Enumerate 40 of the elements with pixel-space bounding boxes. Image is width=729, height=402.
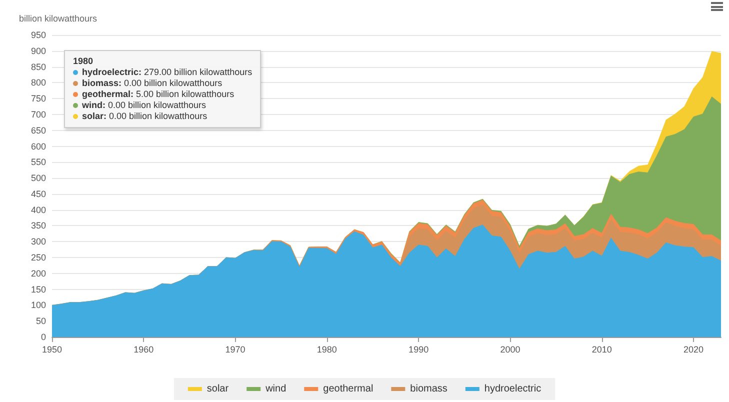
y-tick-label: 400 bbox=[30, 204, 46, 215]
x-tick-label: 1970 bbox=[225, 344, 246, 354]
annotation: wind: 0.00 billion kilowatthours bbox=[81, 100, 208, 111]
x-tick-label: 2010 bbox=[592, 344, 612, 354]
x-tick-label: 1990 bbox=[408, 344, 429, 354]
y-tick-label: 350 bbox=[30, 220, 46, 231]
y-tick-label: 100 bbox=[30, 300, 46, 310]
annotation: solar: 0.00 billion kilowatthours bbox=[81, 111, 208, 122]
annotation: 1980 bbox=[73, 56, 94, 66]
y-tick-label: 150 bbox=[30, 284, 46, 294]
y-axis-title: billion kilowatthours bbox=[19, 14, 98, 24]
y-tick-label: 750 bbox=[30, 94, 46, 104]
x-tick-label: 1950 bbox=[42, 344, 62, 354]
y-tick-label: 0 bbox=[40, 332, 46, 342]
y-tick-label: 300 bbox=[30, 236, 46, 247]
legend-label: geothermal bbox=[323, 384, 374, 394]
y-tick-label: 200 bbox=[30, 268, 46, 278]
legend-label: solar bbox=[206, 384, 230, 394]
x-tick-label: 2020 bbox=[683, 344, 704, 354]
x-tick-label: 2000 bbox=[500, 344, 520, 354]
y-tick-label: 500 bbox=[30, 173, 46, 184]
y-tick-label: 550 bbox=[30, 157, 46, 168]
y-tick-label: 250 bbox=[30, 252, 46, 263]
y-tick-label: 950 bbox=[30, 30, 46, 40]
y-tick-label: 650 bbox=[30, 125, 46, 136]
x-tick-label: 1980 bbox=[316, 344, 337, 354]
annotation: biomass: 0.00 billion kilowatthours bbox=[81, 78, 224, 89]
annotation: geothermal: 5.00 billion kilowatthours bbox=[81, 89, 236, 100]
legend-label: wind bbox=[264, 384, 286, 394]
y-tick-label: 850 bbox=[30, 62, 46, 72]
annotation: hydroelectric: 279.00 billion kilowatthours bbox=[81, 67, 252, 78]
y-tick-label: 700 bbox=[30, 109, 46, 120]
x-tick-label: 1960 bbox=[134, 344, 154, 354]
y-tick-label: 50 bbox=[36, 316, 46, 326]
y-tick-label: 600 bbox=[30, 141, 46, 152]
y-tick-label: 900 bbox=[30, 46, 46, 56]
y-tick-label: 800 bbox=[30, 78, 46, 88]
legend-label: hydroelectric bbox=[484, 384, 542, 394]
y-tick-label: 450 bbox=[30, 188, 46, 199]
legend-label: biomass bbox=[410, 384, 448, 394]
